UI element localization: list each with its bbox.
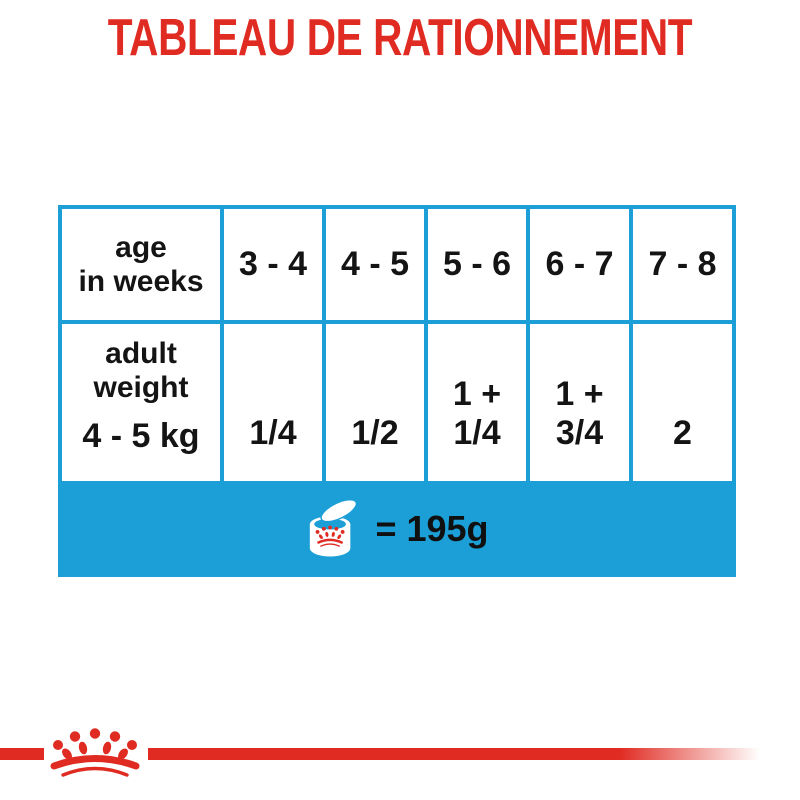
portion-col-7-8: 2 xyxy=(633,324,732,481)
portion-col-5-6: 1 + 1/4 xyxy=(428,324,526,481)
footer-red-line-left xyxy=(0,748,44,760)
age-header-line1: age xyxy=(115,230,167,264)
adult-weight-line1: adult xyxy=(105,337,177,370)
ration-grid: age in weeks 3 - 4 4 - 5 5 - 6 6 - 7 7 -… xyxy=(58,205,736,481)
page-title: TABLEAU DE RATIONNEMENT xyxy=(107,9,693,67)
age-col-3-4: 3 - 4 xyxy=(224,209,322,320)
footer-red-line-right xyxy=(148,748,760,760)
adult-weight-label: adult weight xyxy=(94,337,189,405)
open-can-icon xyxy=(310,499,358,557)
weight-range: 4 - 5 kg xyxy=(82,417,200,455)
age-col-7-8: 7 - 8 xyxy=(633,209,732,320)
ration-table: age in weeks 3 - 4 4 - 5 5 - 6 6 - 7 7 -… xyxy=(58,205,736,577)
adult-weight-line2: weight xyxy=(93,371,189,404)
portion-col-4-5: 1/2 xyxy=(326,324,424,481)
age-col-5-6: 5 - 6 xyxy=(428,209,526,320)
royal-canin-crown-icon xyxy=(50,728,140,777)
age-col-4-5: 4 - 5 xyxy=(326,209,424,320)
legend-band: = 195g xyxy=(58,481,736,577)
age-header-cell: age in weeks xyxy=(62,209,220,320)
can-equals-grams: = 195g xyxy=(375,508,489,549)
age-col-6-7: 6 - 7 xyxy=(530,209,629,320)
portion-col-3-4: 1/4 xyxy=(224,324,322,481)
age-header-line2: in weeks xyxy=(78,264,204,298)
adult-weight-cell: adult weight 4 - 5 kg xyxy=(62,324,220,481)
portion-col-6-7: 1 + 3/4 xyxy=(530,324,629,481)
